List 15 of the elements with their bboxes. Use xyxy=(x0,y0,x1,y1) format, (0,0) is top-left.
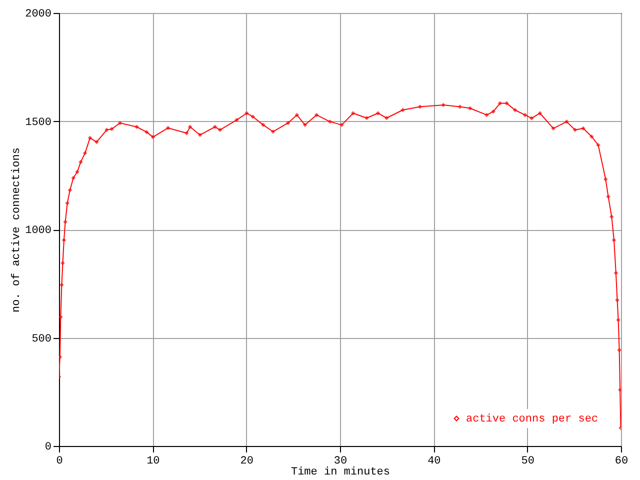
x-tick-label: 60 xyxy=(614,456,628,468)
x-tick-label: 20 xyxy=(240,456,254,468)
x-tick-label: 0 xyxy=(56,456,63,468)
y-tick-label: 2000 xyxy=(25,8,52,20)
legend-label: active conns per sec xyxy=(466,414,598,426)
x-tick-label: 10 xyxy=(146,456,160,468)
x-tick-label: 30 xyxy=(334,456,348,468)
y-tick-label: 0 xyxy=(44,442,52,454)
x-tick-label: 50 xyxy=(521,456,534,468)
y-tick-label: 500 xyxy=(32,333,52,346)
y-tick-label: 1000 xyxy=(25,225,52,237)
x-axis-title: Time in minutes xyxy=(290,466,390,478)
y-axis-title: no. of active connections xyxy=(11,147,24,313)
y-tick-label: 1500 xyxy=(25,116,52,129)
x-tick-label: 40 xyxy=(428,456,441,468)
